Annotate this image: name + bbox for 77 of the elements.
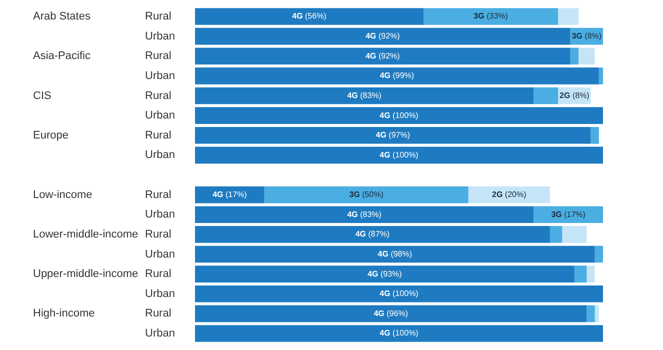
bar (562, 226, 587, 243)
bar (195, 266, 574, 282)
y-tick-label: Rural (145, 90, 172, 102)
bar (195, 226, 550, 243)
bar (598, 68, 603, 84)
bar (195, 146, 603, 164)
bar (574, 266, 587, 282)
bar (570, 48, 579, 65)
y-tick-label: Urban (145, 288, 175, 300)
bar (195, 325, 603, 342)
bar (594, 246, 603, 263)
text: Asia-Pacific (33, 50, 91, 62)
data-label: 2G (8%) (560, 90, 590, 100)
bar (195, 107, 603, 124)
data-label: 4G (100%) (380, 289, 419, 298)
data-label: 4G (83%) (347, 90, 382, 100)
bar (195, 305, 587, 322)
data-label: 4G (96%) (374, 308, 408, 318)
text: Lower-middle-income (33, 228, 138, 240)
data-label: 4G (17%) (212, 190, 248, 200)
y-tick-label: Rural (145, 129, 172, 142)
data-label: 4G (100%) (380, 150, 419, 160)
bar (195, 8, 424, 25)
y-tick-label: Urban (145, 328, 175, 340)
data-label: 2G (20%) (492, 190, 527, 200)
bar (534, 206, 603, 224)
bar (423, 8, 558, 25)
text: CIS (33, 90, 52, 102)
data-label: 3G (17%) (551, 210, 586, 219)
data-label: 4G (99%) (380, 71, 414, 80)
data-label: 4G (97%) (376, 130, 410, 140)
data-label: 3G (8%) (572, 32, 602, 41)
y-tick-label: Urban (145, 149, 175, 162)
data-label: 4G (100%) (380, 328, 419, 338)
bar (195, 126, 591, 144)
y-tick-label: Rural (145, 268, 172, 280)
y-tick-label: Urban (145, 70, 175, 82)
data-label: 4G (87%) (355, 230, 390, 239)
y-tick-label: Urban (145, 110, 175, 122)
y-tick-label: Rural (145, 10, 172, 23)
bar (534, 87, 558, 104)
data-label: 3G (50%) (349, 190, 384, 200)
bar (578, 48, 595, 65)
y-tick-label: Urban (145, 30, 175, 42)
bar (558, 8, 579, 25)
text: Upper-middle-income (33, 268, 138, 280)
y-tick-label: Urban (145, 248, 175, 260)
data-label: 4G (56%) (292, 12, 327, 21)
data-label: 4G (92%) (366, 51, 400, 60)
text: Arab States (33, 10, 91, 23)
text: High-income (33, 308, 95, 320)
data-label: 4G (92%) (366, 32, 400, 41)
y-tick-label: Rural (145, 50, 172, 62)
data-label: 4G (83%) (347, 210, 382, 219)
bar (195, 68, 599, 84)
bar (195, 246, 595, 263)
bar (195, 87, 534, 104)
bar (586, 305, 595, 322)
bar (550, 226, 562, 243)
bar (590, 126, 599, 144)
data-label: 4G (93%) (368, 269, 402, 278)
data-label: 3G (33%) (474, 12, 508, 21)
bar (195, 285, 603, 302)
y-tick-label: Rural (145, 308, 172, 320)
y-tick-label: Urban (145, 208, 175, 221)
data-label: 4G (100%) (380, 110, 419, 120)
y-tick-label: Rural (145, 188, 172, 201)
text: Low-income (33, 188, 92, 201)
bar (195, 206, 534, 224)
bar (195, 48, 570, 65)
bar (594, 305, 599, 322)
y-tick-label: Rural (145, 228, 172, 240)
bar (586, 266, 595, 282)
bar (195, 28, 570, 45)
bar (264, 186, 468, 204)
data-label: 4G (98%) (378, 249, 412, 258)
text: Europe (33, 129, 68, 142)
